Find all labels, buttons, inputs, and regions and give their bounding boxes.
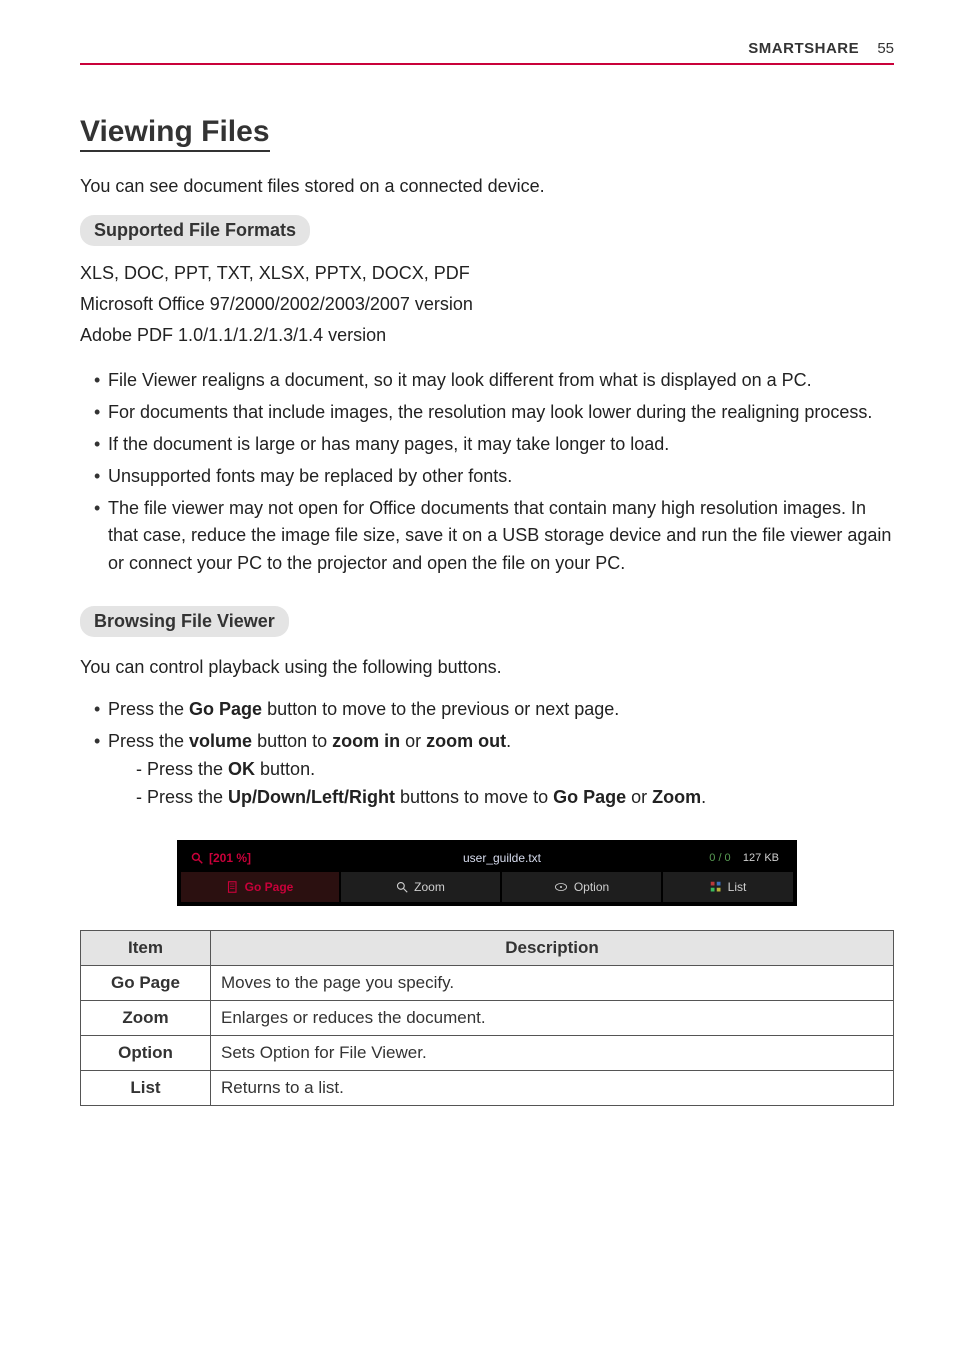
text-bold: Go Page <box>553 787 626 807</box>
viewer-page-count: 0 / 0 <box>709 852 730 864</box>
page-title: Viewing Files <box>80 115 270 152</box>
table-row: Option Sets Option for File Viewer. <box>81 1035 894 1070</box>
text-fragment: . <box>506 731 511 751</box>
text-fragment: or <box>626 787 652 807</box>
text-bold: OK <box>228 759 255 779</box>
zoom-label: Zoom <box>414 880 445 894</box>
text-bold: Go Page <box>189 699 262 719</box>
text-fragment: button. <box>255 759 315 779</box>
text-fragment: Press the <box>108 699 189 719</box>
page-header: SMARTSHARE 55 <box>80 40 894 65</box>
table-item: List <box>81 1070 211 1105</box>
text-fragment: - Press the <box>136 759 228 779</box>
zoom-button[interactable]: Zoom <box>341 872 502 902</box>
list-label: List <box>728 880 747 894</box>
browsing-bullets: Press the Go Page button to move to the … <box>80 696 894 812</box>
supported-line-2: Microsoft Office 97/2000/2002/2003/2007 … <box>80 291 894 318</box>
table-row: Zoom Enlarges or reduces the document. <box>81 1000 894 1035</box>
go-page-label: Go Page <box>245 880 294 894</box>
table-row: List Returns to a list. <box>81 1070 894 1105</box>
table-header-item: Item <box>81 930 211 965</box>
text-bold: Up/Down/Left/Right <box>228 787 395 807</box>
supported-bullet: If the document is large or has many pag… <box>94 431 894 459</box>
viewer-filename: user_guilde.txt <box>341 851 663 865</box>
zoom-percent-value: [201 %] <box>209 851 251 865</box>
grid-icon <box>710 881 722 893</box>
text-bold: volume <box>189 731 252 751</box>
browsing-subline-ok: - Press the OK button. <box>108 756 894 784</box>
table-header-description: Description <box>211 930 894 965</box>
table-item: Option <box>81 1035 211 1070</box>
go-page-button[interactable]: Go Page <box>181 872 341 902</box>
table-desc: Sets Option for File Viewer. <box>211 1035 894 1070</box>
text-fragment: buttons to move to <box>395 787 553 807</box>
supported-bullet: For documents that include images, the r… <box>94 399 894 427</box>
text-bold: zoom out <box>426 731 506 751</box>
intro-text: You can see document files stored on a c… <box>80 176 894 197</box>
option-icon <box>554 881 568 893</box>
file-viewer-toolbar: [201 %] user_guilde.txt 0 / 0 127 KB Go … <box>177 840 797 906</box>
text-fragment: - Press the <box>136 787 228 807</box>
option-button[interactable]: Option <box>502 872 663 902</box>
header-section-label: SMARTSHARE <box>748 40 859 57</box>
magnifier-icon <box>396 881 408 893</box>
table-item: Zoom <box>81 1000 211 1035</box>
supported-bullet: Unsupported fonts may be replaced by oth… <box>94 463 894 491</box>
table-row: Go Page Moves to the page you specify. <box>81 965 894 1000</box>
viewer-file-size: 127 KB <box>743 852 779 864</box>
supported-line-3: Adobe PDF 1.0/1.1/1.2/1.3/1.4 version <box>80 322 894 349</box>
supported-file-formats-heading: Supported File Formats <box>80 215 310 246</box>
table-item: Go Page <box>81 965 211 1000</box>
header-page-number: 55 <box>877 40 894 57</box>
text-fragment: . <box>701 787 706 807</box>
browsing-subline-nav: - Press the Up/Down/Left/Right buttons t… <box>108 784 894 812</box>
browsing-bullet-gopage: Press the Go Page button to move to the … <box>94 696 894 724</box>
text-fragment: button to move to the previous or next p… <box>262 699 619 719</box>
text-fragment: Press the <box>108 731 189 751</box>
description-table: Item Description Go Page Moves to the pa… <box>80 930 894 1106</box>
list-button[interactable]: List <box>663 872 793 902</box>
viewer-button-row: Go Page Zoom Option List <box>181 872 793 902</box>
table-desc: Enlarges or reduces the document. <box>211 1000 894 1035</box>
table-desc: Returns to a list. <box>211 1070 894 1105</box>
viewer-zoom-percent: [201 %] <box>181 851 341 865</box>
supported-line-1: XLS, DOC, PPT, TXT, XLSX, PPTX, DOCX, PD… <box>80 260 894 287</box>
viewer-status-row: [201 %] user_guilde.txt 0 / 0 127 KB <box>181 844 793 872</box>
supported-bullet: The file viewer may not open for Office … <box>94 495 894 579</box>
text-bold: Zoom <box>652 787 701 807</box>
text-fragment: or <box>400 731 426 751</box>
browsing-file-viewer-heading: Browsing File Viewer <box>80 606 289 637</box>
option-label: Option <box>574 880 609 894</box>
text-fragment: button to <box>252 731 332 751</box>
supported-bullets: File Viewer realigns a document, so it m… <box>80 367 894 578</box>
page-icon <box>227 881 239 893</box>
supported-bullet: File Viewer realigns a document, so it m… <box>94 367 894 395</box>
text-bold: zoom in <box>332 731 400 751</box>
magnifier-icon <box>191 852 203 864</box>
browsing-intro: You can control playback using the follo… <box>80 657 894 678</box>
table-desc: Moves to the page you specify. <box>211 965 894 1000</box>
viewer-file-info: 0 / 0 127 KB <box>663 852 793 864</box>
browsing-bullet-volume: Press the volume button to zoom in or zo… <box>94 728 894 812</box>
